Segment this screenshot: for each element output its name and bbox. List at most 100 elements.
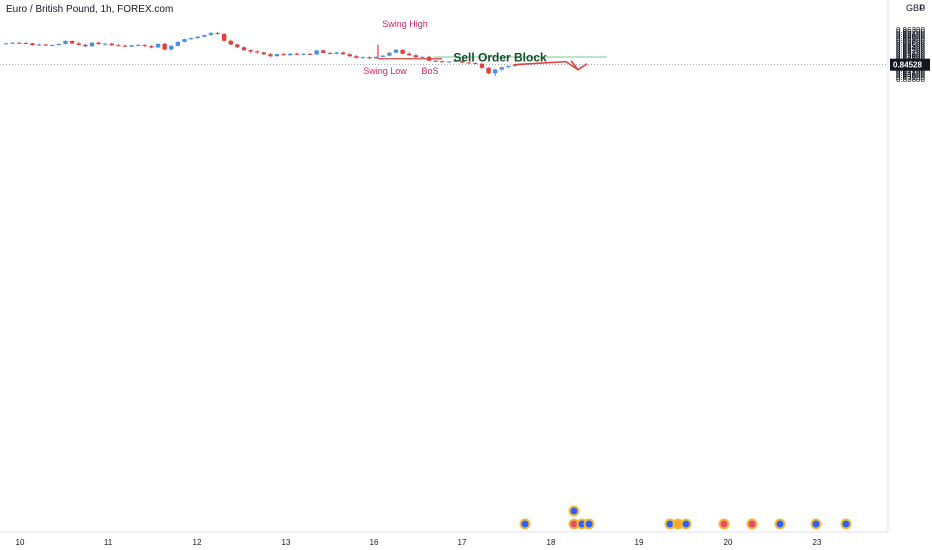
annotations-group: Swing High Swing Low BoS Sell Order Block [363, 19, 607, 76]
time-tick-label: 10 [16, 538, 25, 547]
candle-body [162, 43, 167, 50]
candles-group [3, 31, 518, 77]
candle-body [281, 54, 286, 56]
price-tick-label: 0.85800 [896, 36, 925, 45]
price-tick-label: 0.85900 [896, 34, 925, 43]
event-marker [674, 520, 682, 528]
candle-body [116, 45, 121, 47]
candle-body [393, 49, 399, 53]
price-tick-label: 0.84900 [896, 53, 925, 62]
price-tick-label: 0.85100 [896, 49, 925, 58]
candle-body [76, 43, 81, 45]
candle-body [122, 45, 128, 47]
chart-title: Euro / British Pound, 1h, FOREX.com [6, 4, 174, 15]
last-price-label-bg [890, 58, 930, 71]
candle-body [169, 45, 174, 50]
candle-body [136, 45, 141, 47]
event-marker [842, 520, 850, 528]
candle-body [367, 57, 372, 59]
candle-body [420, 56, 425, 58]
candle-body [248, 50, 253, 52]
price-axis[interactable]: 0.863000.862000.861000.860000.859000.858… [896, 26, 925, 84]
price-tick-label: 0.84000 [896, 71, 925, 80]
price-tick-label: 0.84100 [896, 69, 925, 78]
candle-body [294, 53, 300, 55]
candle-body [96, 42, 101, 45]
candle-body [36, 44, 42, 46]
candle-body [17, 42, 22, 44]
event-marker [720, 520, 728, 528]
candle-body [512, 64, 518, 67]
candle-body [50, 45, 55, 47]
projection-path [513, 60, 579, 71]
candle-body [307, 53, 313, 55]
event-marker [776, 520, 784, 528]
candle-body [486, 67, 491, 74]
candle-body [69, 40, 75, 44]
time-tick-label: 20 [724, 538, 733, 547]
candle-body [492, 69, 498, 74]
event-marker [812, 520, 820, 528]
candle-body [221, 33, 227, 41]
last-price-line: 0.84528 [0, 58, 930, 71]
candle-body [473, 63, 478, 65]
event-marker [666, 520, 674, 528]
event-marker [521, 520, 529, 528]
candle-body [235, 44, 240, 48]
price-tick-label: 0.86300 [896, 26, 925, 35]
candle-body [63, 40, 68, 44]
time-tick-label: 18 [547, 538, 556, 547]
candle-body [175, 41, 181, 46]
time-tick-label: 11 [104, 538, 113, 547]
candle-body [446, 61, 452, 63]
candle-body [30, 43, 35, 46]
candle-body [241, 47, 247, 51]
candle-body [228, 40, 233, 45]
candle-body [340, 52, 346, 55]
candle-body [89, 42, 95, 47]
candle-body [149, 46, 154, 48]
event-marker [748, 520, 756, 528]
candle-body [506, 66, 511, 68]
time-axis[interactable]: 10 11 12 13 16 17 18 19 20 23 [16, 538, 822, 547]
time-tick-label: 23 [813, 538, 822, 547]
time-tick-label: 13 [282, 538, 291, 547]
price-tick-label: 0.86000 [896, 32, 925, 41]
candle-body [440, 61, 445, 63]
candle-body [387, 52, 392, 56]
sell-order-block-label: Sell Order Block [453, 51, 547, 65]
candle-body [360, 57, 366, 59]
candle-body [102, 43, 108, 45]
candle-body [188, 38, 194, 40]
candle-body [43, 44, 48, 46]
price-tick-label: 0.86100 [896, 30, 925, 39]
swing-high-label: Swing High [382, 19, 428, 29]
sell-order-block-zone [434, 56, 607, 58]
candle-body [10, 42, 15, 44]
event-marker [570, 520, 578, 528]
candle-body [288, 53, 293, 56]
candle-body [453, 60, 458, 62]
time-tick-label: 16 [370, 538, 379, 547]
candle-body [347, 54, 352, 57]
swing-low-label: Swing Low [363, 66, 407, 76]
events-row[interactable] [519, 505, 852, 530]
price-tick-label: 0.85300 [896, 46, 925, 55]
time-tick-label: 12 [193, 538, 202, 547]
candle-body [3, 43, 9, 45]
candle-body [334, 52, 339, 54]
candle-body [499, 67, 504, 70]
price-tick-label: 0.86200 [896, 28, 925, 37]
event-marker [578, 520, 586, 528]
candle-body [327, 52, 333, 54]
candle-body [268, 54, 273, 57]
candle-body [433, 60, 438, 62]
candle-body [479, 63, 485, 68]
price-tick-label: 0.85500 [896, 42, 925, 51]
candle-body [380, 55, 385, 57]
candle-body [23, 42, 29, 44]
candle-body [195, 36, 200, 39]
price-tick-label: 0.85600 [896, 40, 925, 49]
bos-label: BoS [421, 66, 438, 76]
